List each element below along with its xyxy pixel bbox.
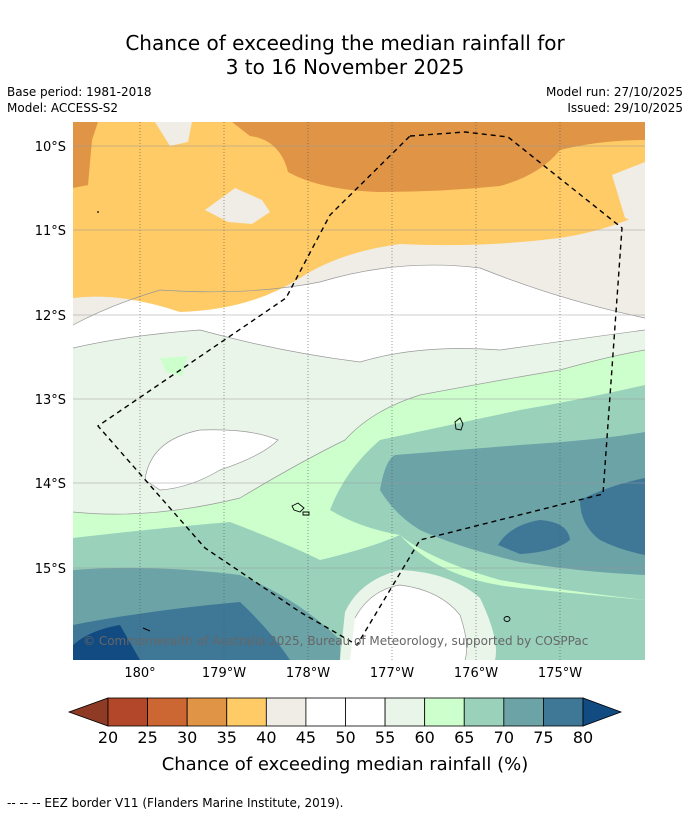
probability-field: © Commonwealth of Australia 2025, Bureau… bbox=[73, 122, 645, 660]
band-60-65-patch bbox=[160, 356, 188, 376]
lat-label-14s: 14°S bbox=[35, 477, 66, 492]
colorbar-extend-low bbox=[67, 697, 109, 727]
colorbar-segment bbox=[265, 697, 307, 727]
colorbar: 20 25 30 35 40 45 50 55 60 65 70 75 80 Chance of exc… bbox=[67, 697, 623, 775]
colorbar-tick-label: 40 bbox=[256, 728, 276, 747]
colorbar-tick-label: 35 bbox=[217, 728, 237, 747]
colorbar-segments bbox=[107, 697, 584, 727]
title-line-2: 3 to 16 November 2025 bbox=[225, 55, 465, 79]
band-75-80 bbox=[580, 478, 645, 555]
colorbar-segment bbox=[107, 697, 148, 727]
band-80-plus bbox=[73, 625, 140, 660]
band-75-80 bbox=[498, 520, 570, 554]
contour-lines bbox=[73, 264, 645, 660]
colorbar-segment bbox=[305, 697, 346, 727]
lat-label-10s: 10°S bbox=[35, 140, 66, 155]
band-30-35 bbox=[232, 122, 645, 192]
band-50-55-patch bbox=[350, 585, 467, 660]
lon-label-180: 180° bbox=[124, 666, 155, 681]
lon-label-177w: 177°W bbox=[370, 666, 414, 681]
colorbar-tick-label: 30 bbox=[177, 728, 197, 747]
colorbar-tick-label: 70 bbox=[494, 728, 514, 747]
colorbar-segment bbox=[384, 697, 426, 727]
model-run-label: Model run: 27/10/2025 bbox=[545, 85, 683, 99]
issued-label: Issued: 29/10/2025 bbox=[567, 101, 683, 115]
lon-label-178w: 178°W bbox=[286, 666, 330, 681]
colorbar-segment bbox=[147, 697, 188, 727]
colorbar-segment bbox=[186, 697, 228, 727]
band-40-45-patch bbox=[205, 188, 270, 224]
band-40-45-patch bbox=[612, 162, 645, 225]
base-period-label: Base period: 1981-2018 bbox=[7, 85, 152, 99]
island-outline bbox=[142, 627, 151, 632]
band-70-75 bbox=[380, 432, 645, 575]
colorbar-tick-label: 65 bbox=[454, 728, 474, 747]
band-30-35 bbox=[73, 122, 98, 188]
colorbar-tick-label: 25 bbox=[137, 728, 157, 747]
colorbar-tick-label: 45 bbox=[296, 728, 316, 747]
colorbar-segment bbox=[503, 697, 544, 727]
colorbar-label: Chance of exceeding median rainfall (%) bbox=[162, 754, 529, 775]
lat-label-11s: 11°S bbox=[35, 224, 66, 239]
eez-border bbox=[96, 131, 623, 646]
colorbar-segment bbox=[345, 697, 386, 727]
parallel-lines bbox=[73, 145, 645, 569]
band-40-45-patch bbox=[155, 122, 192, 146]
chart-title: Chance of exceeding the median rainfall … bbox=[0, 31, 690, 79]
colorbar-tick-label: 60 bbox=[414, 728, 434, 747]
lon-label-179w: 179°W bbox=[202, 666, 246, 681]
island-outline bbox=[454, 417, 464, 431]
lat-label-12s: 12°S bbox=[35, 309, 66, 324]
meta-right: Model run: 27/10/2025 Issued: 29/10/2025 bbox=[546, 84, 683, 116]
lon-label-176w: 176°W bbox=[454, 666, 498, 681]
lat-label-15s: 15°S bbox=[35, 562, 66, 577]
island-outline bbox=[97, 211, 99, 213]
lat-label-13s: 13°S bbox=[35, 393, 66, 408]
colorbar-tick-label: 20 bbox=[98, 728, 118, 747]
lon-label-175w: 175°W bbox=[538, 666, 582, 681]
meta-left: Base period: 1981-2018 Model: ACCESS-S2 bbox=[7, 84, 152, 116]
colorbar-tick-label: 50 bbox=[335, 728, 355, 747]
colorbar-segment bbox=[463, 697, 505, 727]
island-outline bbox=[291, 502, 305, 513]
eez-legend-note: -- -- -- EEZ border V11 (Flanders Marine… bbox=[7, 796, 344, 810]
colorbar-segment bbox=[424, 697, 465, 727]
copyright-notice: © Commonwealth of Australia 2025, Bureau… bbox=[83, 634, 588, 648]
colorbar-tick-label: 80 bbox=[573, 728, 593, 747]
model-label: Model: ACCESS-S2 bbox=[7, 101, 119, 115]
island-outline bbox=[503, 616, 511, 622]
colorbar-segment bbox=[226, 697, 267, 727]
colorbar-extend-high bbox=[582, 697, 623, 727]
colorbar-tick-label: 55 bbox=[375, 728, 395, 747]
band-50-55-patch bbox=[145, 429, 278, 490]
island-outline bbox=[302, 511, 310, 516]
forecast-map: © Commonwealth of Australia 2025, Bureau… bbox=[35, 122, 645, 775]
colorbar-ticks: 20 25 30 35 40 45 50 55 60 65 70 75 80 bbox=[98, 728, 593, 747]
title-line-1: Chance of exceeding the median rainfall … bbox=[125, 31, 565, 55]
colorbar-segment bbox=[543, 697, 584, 727]
colorbar-tick-label: 75 bbox=[533, 728, 553, 747]
